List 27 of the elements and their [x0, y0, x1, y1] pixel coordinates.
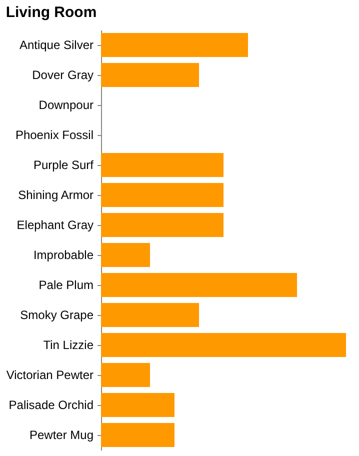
bar: [101, 213, 224, 237]
bar: [101, 273, 297, 297]
y-tick-label: Downpour: [38, 98, 94, 112]
y-tick-label: Pewter Mug: [29, 428, 94, 442]
y-tick-label: Smoky Grape: [20, 308, 94, 322]
y-tick-label: Pale Plum: [38, 278, 94, 292]
y-tick-label: Shining Armor: [18, 188, 94, 202]
y-tick-label: Dover Gray: [32, 68, 94, 82]
y-tick-label: Elephant Gray: [16, 218, 94, 232]
y-tick-label: Phoenix Fossil: [15, 128, 94, 142]
chart-title: Living Room: [6, 4, 97, 21]
y-tick-label: Palisade Orchid: [8, 398, 94, 412]
bar: [101, 243, 150, 267]
bar: [101, 33, 248, 57]
bar: [101, 393, 174, 417]
y-tick-label: Victorian Pewter: [6, 368, 94, 382]
bar: [101, 363, 150, 387]
y-tick-label: Purple Surf: [33, 158, 94, 172]
y-tick-label: Tin Lizzie: [43, 338, 94, 352]
bar: [101, 333, 346, 357]
bar: [101, 153, 224, 177]
bar: [101, 303, 199, 327]
bar: [101, 183, 224, 207]
bar: [101, 423, 174, 447]
y-tick-label: Antique Silver: [19, 38, 94, 52]
bar: [101, 63, 199, 87]
y-tick-label: Improbable: [33, 248, 94, 262]
